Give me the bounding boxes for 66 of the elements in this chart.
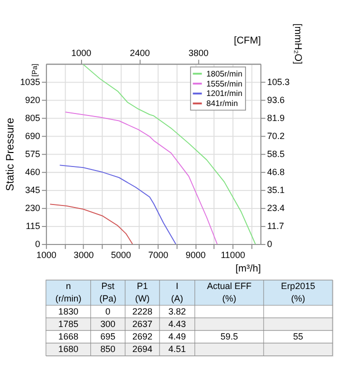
text: 2228 [132,306,152,316]
legend-label: 1201r/min [206,89,242,98]
text: 55 [293,332,304,342]
x-tick-label: 11000 [220,250,246,260]
text: 1830 [58,306,78,316]
text: n (r/min) [55,281,82,304]
line-series [59,164,176,244]
text: 0 [105,306,110,316]
text: 2637 [132,318,152,329]
y2-tick-label: 0 [267,239,272,250]
y-tick-label: 460 [25,167,40,178]
text: 4.51 [168,344,186,354]
y2-tick-label: 46.8 [267,167,285,178]
y-tick-label: 115 [26,221,40,232]
y2-tick-label: 81.9 [267,113,285,124]
x2-tick-label: 3800 [188,48,209,58]
y2-axis-title: [mmH₂O] [292,24,304,64]
x-tick-label: 9000 [186,250,206,260]
x-tick-label: 5000 [110,250,132,260]
y-tick-label: 690 [25,131,40,142]
line-series [50,204,133,244]
text: [Pa] [30,64,39,77]
text: I (A) [171,281,184,304]
legend-label: 1555r/min [206,79,242,88]
text: 3.82 [168,306,186,316]
text: Pst (Pa) [99,281,116,304]
x2-axis-title: [CFM] [234,36,262,47]
text: 59.5 [220,332,238,342]
text: P1 (W) [135,281,150,304]
text: Erp2015 (%) [281,281,316,304]
x-axis-title: [m³/h] [236,263,262,274]
x-tick-label: 7000 [148,250,168,260]
x-tick-label: 3000 [74,250,94,260]
x2-tick-label: 1000 [71,48,92,58]
line-series [64,112,218,244]
y2-tick-label: 93.6 [267,94,285,105]
text: 1785 [58,318,78,329]
y2-tick-label: 105.3 [267,76,290,87]
text: 695 [100,332,116,342]
y-tick-label: 345 [25,185,40,196]
y2-tick-label: 70.2 [267,131,285,142]
text: 1680 [58,344,78,354]
text: 4.43 [168,318,186,329]
y2-tick-label: 58.5 [267,149,285,160]
y-tick-label: 230 [25,203,40,214]
y-tick-label: 0 [35,239,40,250]
y2-tick-label: 35.1 [267,185,285,196]
line-series [82,64,256,244]
y-tick-label: 920 [25,94,40,105]
text: 300 [100,318,116,329]
x2-tick-label: 2400 [130,48,150,58]
y-tick-label: 575 [25,149,40,160]
legend-label: 841r/min [206,99,238,108]
y-axis-title: Static Pressure [4,118,17,191]
text: Actual EFF (%) [206,281,252,304]
text: 2692 [132,332,152,342]
text: 1668 [58,332,78,342]
y2-tick-label: 23.4 [267,203,285,214]
y-tick-label: 805 [25,113,40,124]
x-tick-label: 1000 [36,250,56,260]
y2-tick-label: 11.7 [267,221,284,232]
text: 850 [100,344,116,354]
text: 2694 [132,344,152,354]
text: 4.49 [168,332,186,342]
y-tick-label: 1035 [20,76,40,87]
legend-label: 1805r/min [206,69,242,78]
